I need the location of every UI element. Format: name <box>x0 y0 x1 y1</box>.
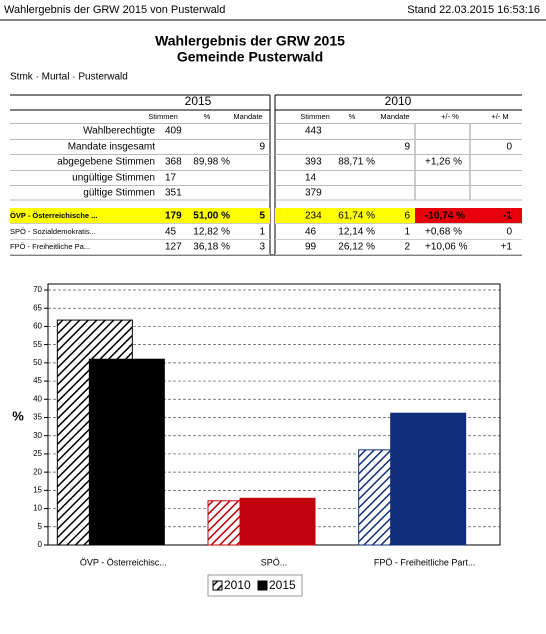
table-cell: 1 <box>404 227 410 238</box>
party-label: ÖVP - Österreichische ... <box>10 211 97 220</box>
y-tick-label: 60 <box>33 322 42 331</box>
table-cell: 5 <box>259 211 265 222</box>
legend-swatch <box>257 580 268 591</box>
table-cell: 14 <box>305 173 317 184</box>
table-cell: 3 <box>259 242 265 253</box>
row-label: Wahlberechtigte <box>83 126 155 137</box>
column-header: % <box>204 112 211 121</box>
row-label: ungültige Stimmen <box>72 173 155 184</box>
row-label: gültige Stimmen <box>83 188 155 199</box>
table-cell: 6 <box>404 211 410 222</box>
title-line2: Gemeinde Pusterwald <box>177 49 323 65</box>
y-tick-label: 55 <box>33 340 42 349</box>
table-cell: 89,98 % <box>193 157 230 168</box>
y-tick-label: 30 <box>33 431 42 440</box>
table-cell: 36,18 % <box>193 242 230 253</box>
column-header: % <box>349 112 356 121</box>
table-cell: 99 <box>305 242 317 253</box>
table-cell: 0 <box>506 227 512 238</box>
header-left: Wahlergebnis der GRW 2015 von Pusterwald <box>4 4 225 16</box>
table-cell: 88,71 % <box>338 157 375 168</box>
table-cell: -10,74 % <box>425 211 465 222</box>
table-cell: +1,26 % <box>425 157 462 168</box>
column-header: Mandate <box>233 112 262 121</box>
table-cell: +1 <box>501 242 513 253</box>
x-tick-label: FPÖ - Freiheitliche Part... <box>374 557 476 567</box>
table-cell: 127 <box>165 242 182 253</box>
loss-highlight <box>415 208 522 224</box>
y-tick-label: 15 <box>33 485 42 494</box>
table-cell: 379 <box>305 188 322 199</box>
table-cell: 9 <box>404 142 410 153</box>
legend-swatch <box>212 580 223 591</box>
legend-label: 2015 <box>269 578 296 592</box>
row-label: abgegebene Stimmen <box>57 157 155 168</box>
y-tick-label: 0 <box>38 540 43 549</box>
table-cell: 2 <box>404 242 410 253</box>
y-tick-label: 20 <box>33 467 42 476</box>
table-cell: 351 <box>165 188 182 199</box>
y-tick-label: 35 <box>33 413 42 422</box>
table-cell: +0,68 % <box>425 227 462 238</box>
y-tick-label: 40 <box>33 394 42 403</box>
table-cell: 234 <box>305 211 322 222</box>
y-tick-label: 65 <box>33 303 42 312</box>
table-cell: 12,14 % <box>338 227 375 238</box>
table-cell: 179 <box>165 211 182 222</box>
table-cell: 0 <box>506 142 512 153</box>
header-right: Stand 22.03.2015 16:53:16 <box>407 4 540 16</box>
column-header: Stimmen <box>148 112 178 121</box>
y-tick-label: 50 <box>33 358 42 367</box>
x-tick-label: ÖVP - Österreichisc... <box>80 557 167 567</box>
party-label: FPÖ - Freiheitliche Pa... <box>10 242 90 251</box>
table-cell: 61,74 % <box>338 211 375 222</box>
table-cell: 26,12 % <box>338 242 375 253</box>
table-cell: 443 <box>305 126 322 137</box>
party-label: SPÖ - Sozialdemokratis... <box>10 227 96 236</box>
table-cell: 368 <box>165 157 182 168</box>
x-tick-label: SPÖ... <box>261 557 288 567</box>
table-cell: 46 <box>305 227 317 238</box>
bar <box>239 497 316 546</box>
row-highlight <box>10 208 270 224</box>
y-tick-label: 10 <box>33 504 42 513</box>
table-cell: 393 <box>305 157 322 168</box>
table-cell: 51,00 % <box>193 211 230 222</box>
year-label: 2015 <box>185 94 212 108</box>
table-cell: -1 <box>503 211 512 222</box>
row-highlight <box>275 208 415 224</box>
column-header: Stimmen <box>300 112 330 121</box>
legend-box <box>207 574 303 597</box>
y-tick-label: 45 <box>33 376 42 385</box>
year-label: 2010 <box>385 94 412 108</box>
y-axis-label: % <box>12 408 24 423</box>
table-cell: 409 <box>165 126 182 137</box>
row-label: Mandate insgesamt <box>68 142 155 153</box>
table-cell: 9 <box>259 142 265 153</box>
y-tick-label: 25 <box>33 449 42 458</box>
breadcrumb: Stmk · Murtal · Pusterwald <box>10 72 128 83</box>
table-cell: 1 <box>259 227 265 238</box>
column-header: +/- M <box>491 112 508 121</box>
bar <box>88 358 165 546</box>
table-cell: 45 <box>165 227 177 238</box>
column-header: +/- % <box>441 112 459 121</box>
title-line1: Wahlergebnis der GRW 2015 <box>155 33 345 49</box>
legend-label: 2010 <box>224 578 251 592</box>
y-tick-label: 5 <box>38 522 43 531</box>
column-header: Mandate <box>380 112 409 121</box>
table-cell: 12,82 % <box>193 227 230 238</box>
y-tick-label: 70 <box>33 285 42 294</box>
table-cell: 17 <box>165 173 177 184</box>
bar <box>390 412 467 546</box>
table-cell: +10,06 % <box>425 242 468 253</box>
